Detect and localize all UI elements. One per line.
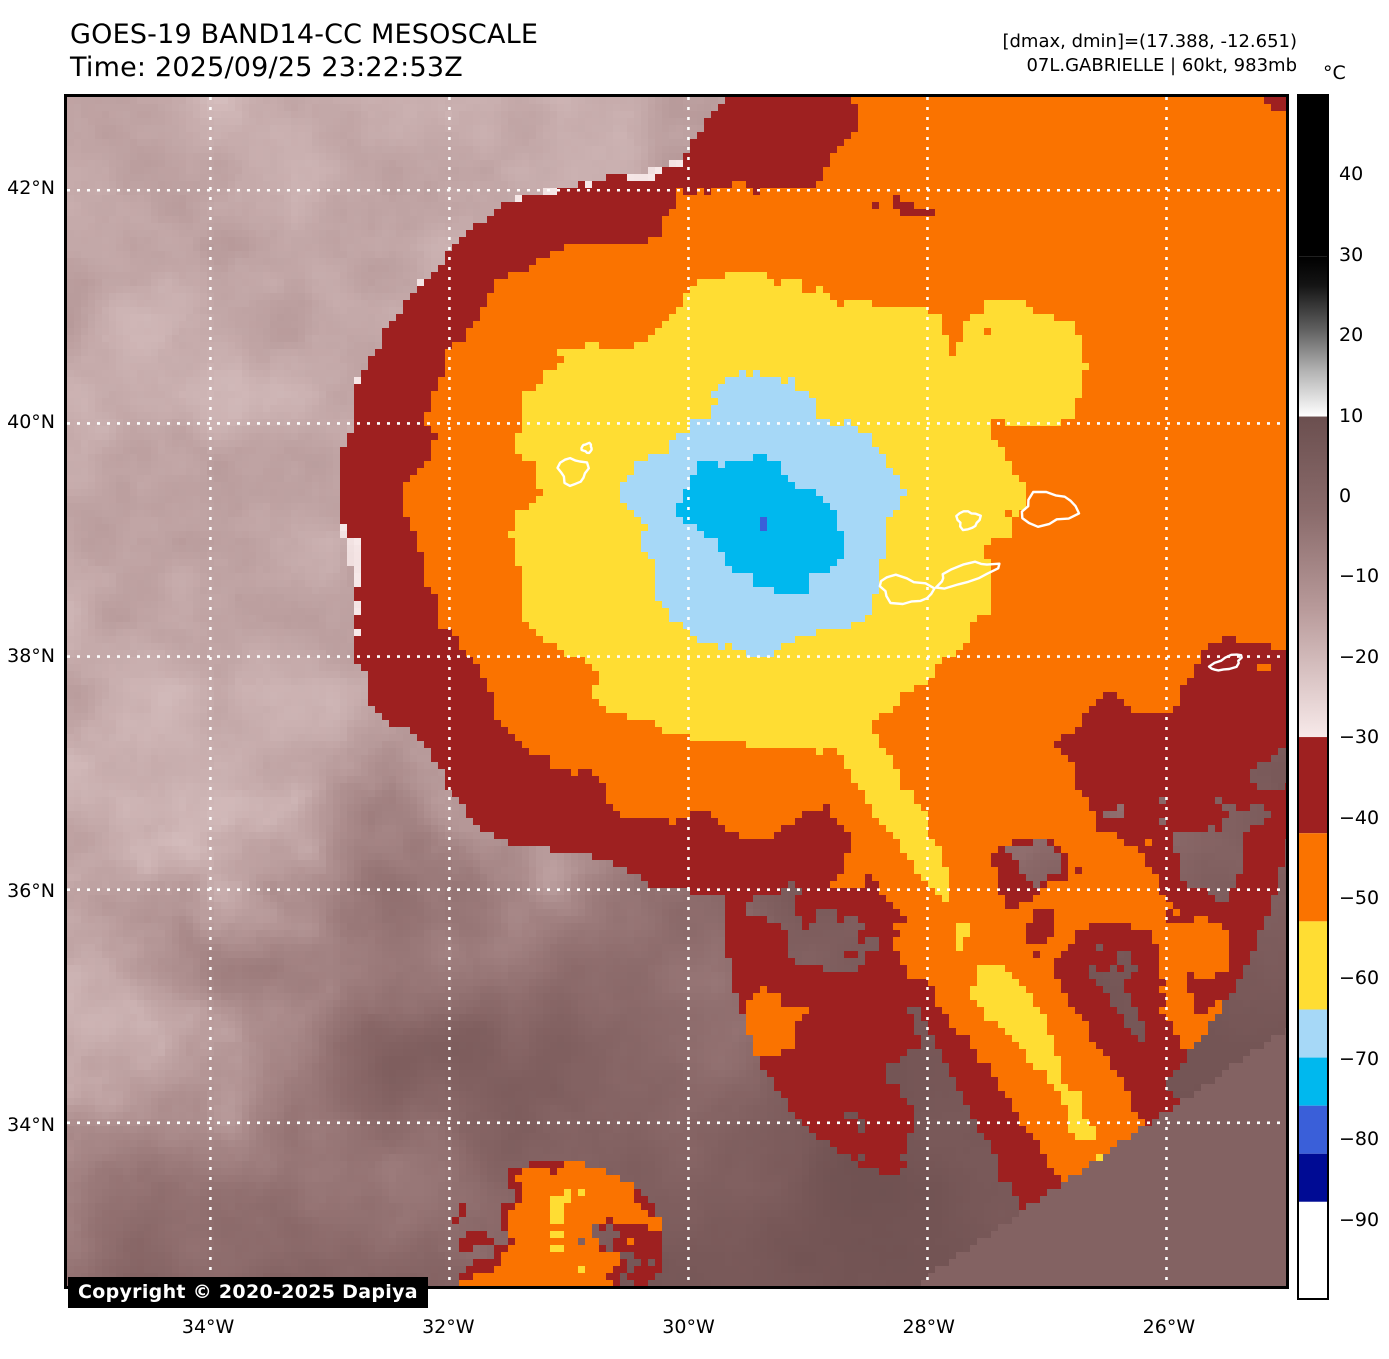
coastline-outlines xyxy=(556,441,1243,672)
colorbar-tick-0: 40 xyxy=(1339,163,1364,186)
colorbar[interactable] xyxy=(1297,94,1329,1300)
colorbar-tick-6: −20 xyxy=(1339,645,1380,668)
colorbar-tick-5: −10 xyxy=(1339,565,1380,588)
colorbar-tick-9: −50 xyxy=(1339,887,1380,909)
island-santa-maria xyxy=(1207,653,1243,672)
x-axis-tick-4: 26°W xyxy=(1142,1316,1196,1338)
island-faial-pico xyxy=(934,560,1001,590)
island-graciosa xyxy=(955,510,982,532)
colorbar-tick-8: −40 xyxy=(1339,806,1380,829)
x-axis-tick-2: 30°W xyxy=(662,1316,715,1338)
colorbar-tick-12: −80 xyxy=(1339,1128,1380,1151)
title-block: GOES-19 BAND14-CC MESOSCALE Time: 2025/0… xyxy=(70,18,538,84)
colorbar-band-dark-red xyxy=(1299,737,1327,834)
satellite-imagery-canvas xyxy=(67,97,1286,1286)
colorbar-tick-4: 0 xyxy=(1339,485,1352,507)
y-axis-tick-0: 42°N xyxy=(7,176,55,199)
dmax-dmin-label: [dmax, dmin]=(17.388, -12.651) xyxy=(1002,31,1297,52)
ir-temperature-field xyxy=(67,97,1286,1286)
satellite-image-plot[interactable] xyxy=(64,94,1289,1289)
colorbar-tick-13: −90 xyxy=(1339,1208,1380,1231)
colorbar-band-navy xyxy=(1299,1153,1327,1202)
y-axis-tick-1: 40°N xyxy=(7,411,55,434)
colorbar-tick-11: −70 xyxy=(1339,1047,1380,1070)
colorbar-band-blue xyxy=(1299,1105,1327,1154)
colorbar-unit-label: °C xyxy=(1323,62,1346,84)
colorbar-gradient xyxy=(1299,96,1327,1298)
x-axis-tick-3: 28°W xyxy=(902,1316,955,1338)
colorbar-band-white-coldest xyxy=(1299,1201,1327,1298)
page-title: GOES-19 BAND14-CC MESOSCALE xyxy=(70,19,539,50)
island-flores xyxy=(556,456,590,488)
colorbar-tick-2: 20 xyxy=(1339,324,1364,347)
y-axis-tick-2: 38°N xyxy=(7,645,55,668)
colorbar-tick-1: 30 xyxy=(1339,243,1364,266)
colorbar-band-black xyxy=(1299,96,1327,257)
copyright-watermark: Copyright © 2020-2025 Dapiya xyxy=(68,1277,428,1308)
colorbar-band-greyscale xyxy=(1299,256,1327,417)
colorbar-band-orange xyxy=(1299,833,1327,922)
graticule xyxy=(67,97,1286,1286)
island-sao-jorge xyxy=(878,573,936,606)
colorbar-band-yellow xyxy=(1299,921,1327,1010)
colorbar-tick-7: −30 xyxy=(1339,726,1380,749)
island-terceira xyxy=(1020,490,1081,528)
colorbar-band-cyan xyxy=(1299,1057,1327,1106)
y-axis-tick-4: 34°N xyxy=(7,1113,55,1136)
timestamp-label: Time: 2025/09/25 23:22:53Z xyxy=(70,52,463,83)
colorbar-band-mauve xyxy=(1299,416,1327,738)
x-axis-tick-1: 32°W xyxy=(422,1316,475,1338)
colorbar-band-light-blue xyxy=(1299,1009,1327,1058)
metadata-block: [dmax, dmin]=(17.388, -12.651) 07L.GABRI… xyxy=(1002,30,1297,78)
colorbar-tick-10: −60 xyxy=(1339,967,1380,990)
colorbar-tick-3: 10 xyxy=(1339,404,1364,427)
island-corvo xyxy=(580,441,593,455)
x-axis-tick-0: 34°W xyxy=(181,1316,235,1338)
y-axis-tick-3: 36°N xyxy=(7,879,55,902)
storm-info-label: 07L.GABRIELLE | 60kt, 983mb xyxy=(1026,55,1297,76)
